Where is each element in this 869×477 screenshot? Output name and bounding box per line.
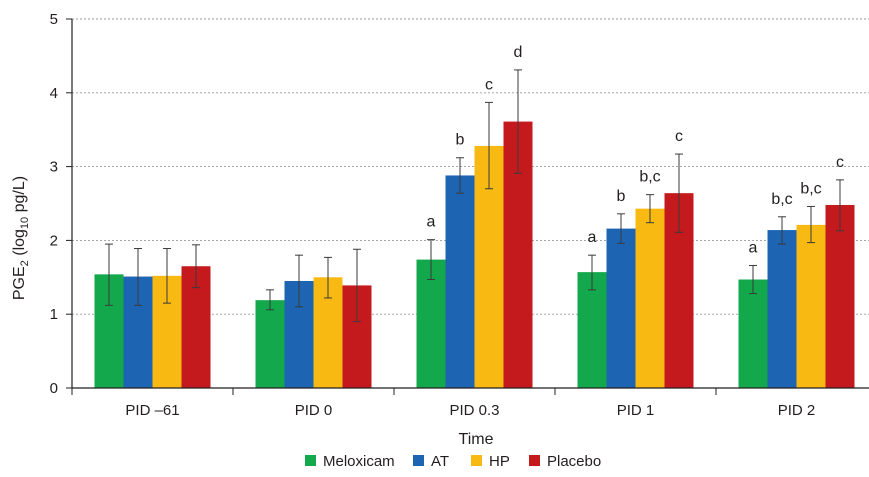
y-tick-label: 2 [50,232,58,249]
y-axis-title-close: pg/L) [11,176,28,217]
bar [256,300,285,388]
x-tick-label: PID –61 [125,402,179,419]
bar [446,175,475,388]
bar [768,230,797,388]
bar [607,229,636,388]
x-tick-label: PID 2 [778,402,816,419]
bar [739,280,768,388]
significance-label: c [836,154,844,171]
bar [826,205,855,388]
bar [797,225,826,388]
y-axis-title: PGE2 (log10 pg/L) [11,176,31,300]
x-tick-labels: PID –61 PID 0 PID 0.3 PID 1 PID 2 [125,402,815,419]
y-axis-title-main: PGE [11,266,28,300]
significance-label: a [749,239,758,256]
y-tick-labels: 0 1 2 3 4 5 [50,11,58,397]
significance-label: d [514,44,523,61]
legend-label: HP [489,453,510,470]
x-tick-label: PID 0 [295,402,333,419]
legend-swatch [471,455,482,466]
y-tick-label: 4 [50,85,58,102]
legend-swatch [529,455,540,466]
significance-label: a [588,229,597,246]
legend-label: AT [431,453,449,470]
significance-label: b [456,132,465,149]
significance-label: b,c [800,180,821,197]
y-tick-label: 3 [50,159,58,176]
legend-swatch [305,455,316,466]
x-tick-label: PID 0.3 [449,402,499,419]
legend-label: Meloxicam [323,453,395,470]
significance-label: a [427,214,436,231]
significance-label: b,c [639,169,660,186]
legend-swatch [413,455,424,466]
significance-label: c [485,76,493,93]
bar [636,209,665,388]
y-tick-label: 1 [50,306,58,323]
legend: Meloxicam AT HP Placebo [305,453,601,470]
legend-label: Placebo [547,453,601,470]
y-axis-title-unit-subscript: 10 [19,217,31,229]
x-axis-title: Time [459,431,494,448]
y-tick-label: 0 [50,380,58,397]
significance-label: c [675,128,683,145]
y-axis-title-open: (log [11,229,28,260]
significance-label: b,c [771,191,792,208]
significance-label: b [617,188,626,205]
x-tick-label: PID 1 [617,402,655,419]
y-tick-label: 5 [50,11,58,28]
bars [95,70,855,388]
